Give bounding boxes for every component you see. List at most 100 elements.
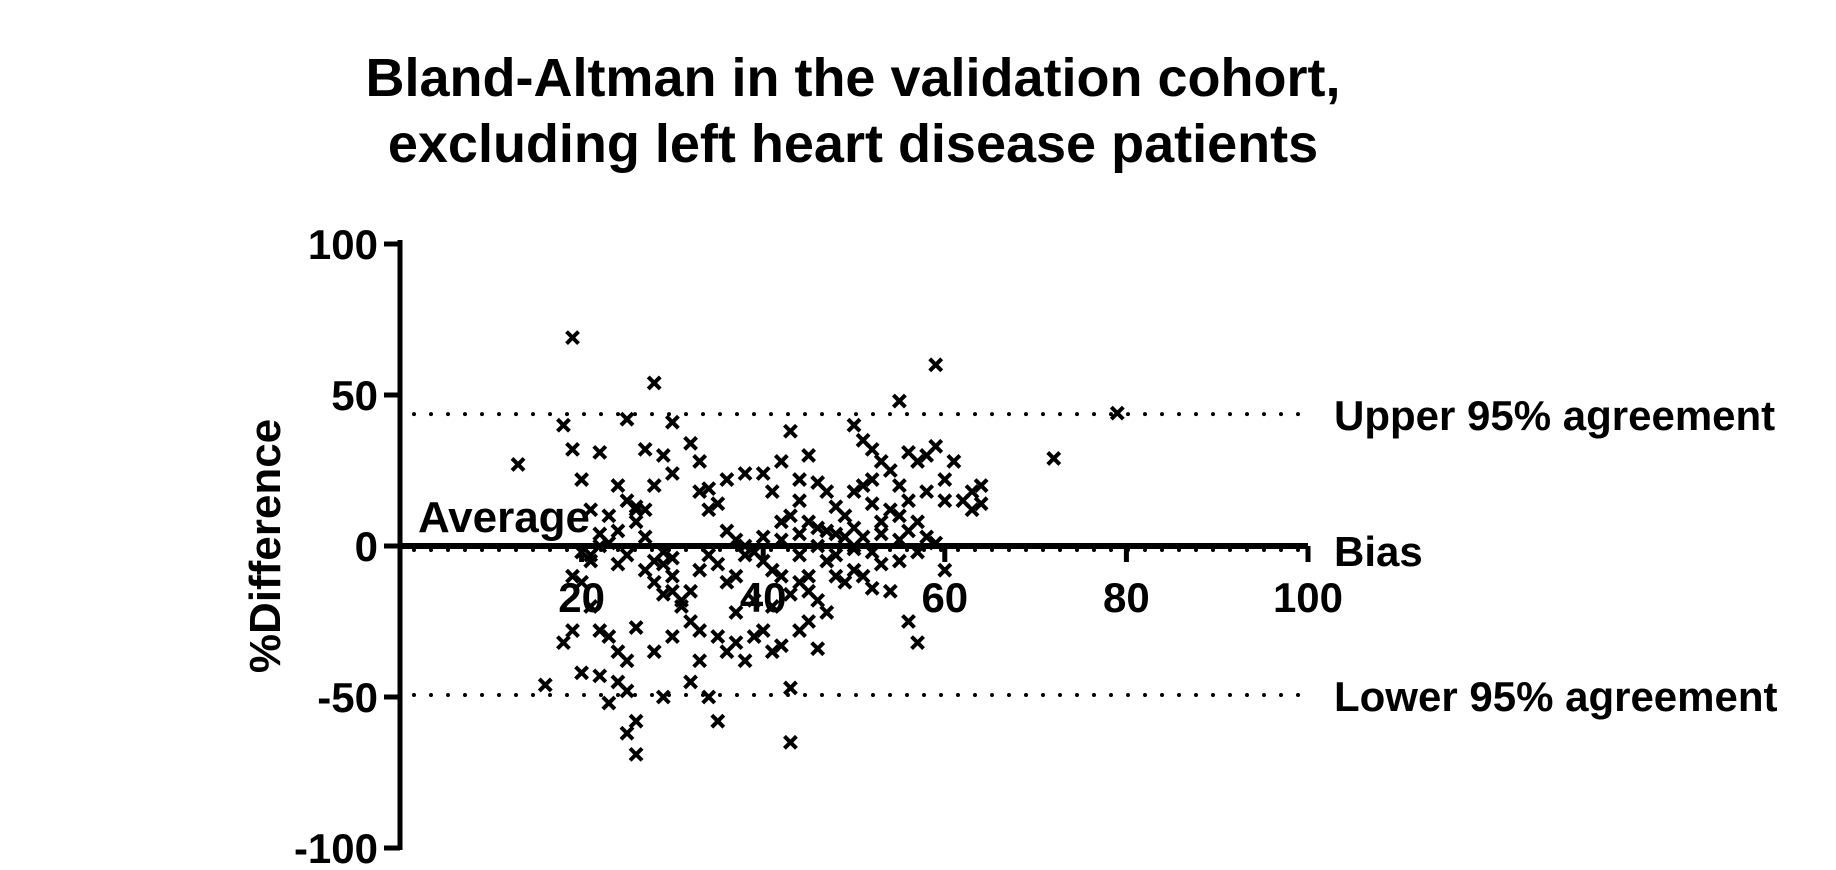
data-point-1	[646, 375, 662, 391]
data-point-3	[1109, 405, 1125, 421]
data-point-5	[510, 457, 526, 472]
data-point-75	[919, 484, 935, 500]
data-point-174	[746, 592, 762, 608]
data-point-160	[664, 568, 680, 584]
data-point-166	[610, 556, 626, 572]
data-point-108	[583, 598, 599, 614]
x-tick-label-4: 100	[1273, 574, 1343, 621]
data-point-10	[592, 444, 608, 460]
data-point-79	[864, 496, 880, 512]
data-point-113	[628, 620, 644, 635]
data-point-42	[755, 466, 771, 481]
data-point-58	[864, 441, 880, 457]
data-point-138	[764, 644, 780, 660]
data-point-92	[919, 529, 935, 545]
data-point-18	[646, 478, 662, 494]
data-point-13	[664, 414, 680, 430]
data-point-34	[628, 514, 644, 530]
data-point-52	[801, 514, 817, 530]
data-point-78	[882, 502, 898, 518]
data-point-129	[683, 674, 698, 690]
data-point-96	[873, 556, 889, 572]
data-point-148	[792, 574, 807, 590]
data-point-109	[592, 623, 608, 638]
chart-title-line-2: excluding left heart disease patients	[388, 114, 1318, 174]
data-point-54	[810, 520, 826, 536]
data-point-140	[783, 680, 798, 696]
data-point-153	[728, 568, 744, 584]
data-point-143	[801, 614, 817, 629]
data-point-107	[574, 574, 590, 590]
data-point-22	[601, 508, 617, 524]
data-point-41	[737, 466, 753, 481]
data-point-182	[873, 514, 889, 530]
data-point-45	[801, 447, 817, 463]
data-point-102	[882, 583, 898, 599]
data-point-48	[819, 484, 835, 500]
data-point-61	[882, 463, 898, 478]
data-point-110	[601, 629, 617, 645]
data-point-81	[855, 478, 871, 494]
data-point-131	[701, 689, 717, 705]
data-point-25	[610, 523, 626, 539]
data-point-192	[846, 520, 862, 536]
data-point-83	[828, 499, 844, 515]
data-point-123	[565, 623, 580, 638]
data-point-139	[773, 638, 789, 654]
data-point-173	[728, 605, 744, 620]
data-point-161	[655, 586, 671, 602]
data-point-35	[628, 502, 644, 518]
y-tick-label-3: -50	[317, 674, 378, 721]
data-point-49	[792, 493, 807, 509]
data-point-70	[964, 484, 980, 500]
data-point-62	[891, 478, 907, 494]
data-point-60	[864, 472, 880, 487]
data-point-177	[801, 568, 817, 584]
data-point-130	[692, 653, 708, 669]
data-point-106	[565, 568, 580, 584]
data-point-125	[646, 644, 662, 660]
data-point-91	[910, 514, 925, 530]
data-point-7	[556, 417, 571, 433]
data-point-191	[828, 526, 844, 542]
data-point-71	[973, 496, 989, 512]
axes	[384, 240, 1311, 851]
data-point-115	[619, 683, 635, 699]
data-point-101	[846, 562, 862, 578]
data-point-175	[764, 598, 780, 614]
data-point-46	[792, 472, 807, 487]
data-point-88	[873, 526, 889, 542]
data-point-73	[964, 502, 980, 518]
data-point-117	[628, 713, 644, 729]
data-point-67	[937, 472, 953, 487]
data-point-100	[828, 568, 844, 584]
y-axis-label: %Difference	[241, 419, 290, 673]
data-point-104	[910, 635, 925, 651]
data-point-33	[637, 529, 653, 545]
data-point-50	[764, 484, 780, 500]
data-point-124	[537, 677, 553, 693]
y-tick-label-2: 0	[355, 523, 378, 570]
data-point-19	[610, 478, 626, 494]
data-point-116	[601, 695, 617, 711]
data-point-171	[692, 623, 708, 638]
data-point-64	[910, 454, 925, 469]
data-point-189	[792, 547, 807, 563]
data-point-12	[637, 441, 653, 457]
data-point-103	[901, 614, 916, 629]
data-point-56	[846, 417, 862, 433]
data-point-15	[692, 454, 708, 469]
data-point-32	[664, 550, 680, 566]
data-point-95	[891, 553, 907, 569]
data-point-167	[637, 562, 653, 578]
data-point-2	[928, 357, 944, 373]
data-point-40	[719, 472, 735, 487]
data-point-11	[619, 411, 635, 427]
y-tick-label-0: 100	[308, 221, 378, 268]
data-point-38	[710, 496, 726, 512]
data-point-179	[828, 547, 844, 563]
data-point-145	[819, 605, 835, 620]
data-point-16	[655, 447, 671, 463]
data-point-98	[864, 580, 880, 596]
